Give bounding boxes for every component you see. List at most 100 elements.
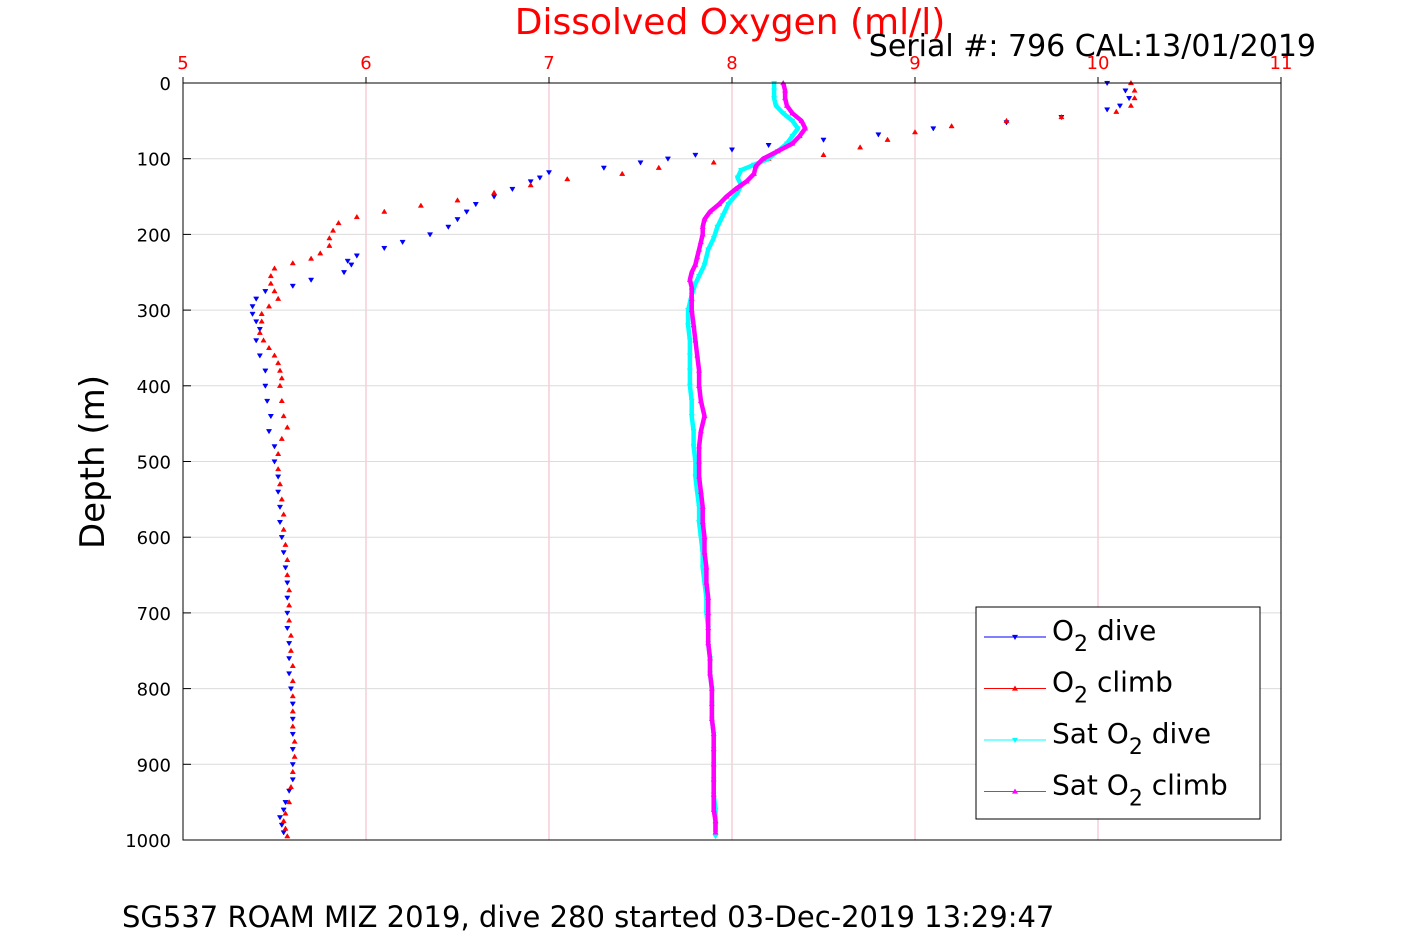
data-point [284, 610, 291, 616]
data-point [275, 474, 282, 480]
data-point [284, 595, 291, 601]
data-point [1116, 103, 1123, 109]
data-point [536, 175, 543, 181]
data-point [686, 338, 693, 344]
data-point [732, 185, 739, 192]
data-point [276, 815, 284, 821]
data-point [282, 825, 289, 831]
data-point [705, 594, 712, 600]
data-point [291, 738, 298, 744]
data-point [734, 175, 741, 181]
data-point [262, 383, 269, 389]
data-point [686, 276, 693, 282]
data-point [707, 208, 714, 214]
data-point [348, 262, 355, 268]
data-point [948, 123, 955, 129]
x-tick-label: 7 [543, 53, 554, 74]
data-point [789, 133, 796, 140]
legend-marker [1012, 737, 1018, 743]
data-point [708, 685, 715, 691]
data-point [289, 723, 296, 729]
data-point [738, 167, 745, 174]
y-tick-label: 800 [137, 680, 171, 701]
data-point [344, 258, 351, 264]
data-point [696, 273, 703, 280]
data-point [289, 762, 296, 768]
data-point [696, 246, 703, 252]
data-point [1104, 107, 1111, 113]
data-point [289, 260, 296, 266]
data-point [697, 238, 704, 245]
data-point [802, 125, 809, 131]
data-point [284, 833, 291, 839]
data-point [271, 352, 278, 358]
data-point [289, 777, 296, 783]
chart-caption: SG537 ROAM MIZ 2019, dive 280 started 03… [122, 900, 1054, 934]
data-point [1113, 108, 1120, 114]
data-point [692, 459, 699, 465]
data-point [820, 151, 827, 157]
data-point [287, 632, 295, 638]
data-point [1122, 88, 1129, 94]
data-point [710, 806, 717, 812]
data-point [275, 359, 282, 366]
data-point [694, 489, 701, 495]
data-point [857, 144, 864, 150]
data-point [703, 579, 710, 585]
data-point [427, 232, 434, 238]
data-point [789, 110, 796, 116]
data-point [275, 295, 282, 301]
legend: O2 dive O2 climb Sat O2 dive Sat O2 climb [975, 606, 1261, 820]
data-point [930, 126, 937, 132]
data-point [796, 132, 803, 139]
data-point [701, 262, 708, 268]
data-point [289, 768, 296, 774]
data-point [564, 176, 571, 182]
axes: 5 6 7 8 9 10 11 0 100 200 300 400 500 600 700 800 900 100… [125, 53, 1292, 852]
data-point [1003, 117, 1010, 123]
data-point [249, 304, 256, 310]
data-point [509, 186, 516, 193]
data-point [619, 170, 626, 176]
data-point [286, 641, 293, 647]
data-point [688, 398, 695, 405]
data-point [697, 488, 704, 494]
data-point [884, 136, 891, 142]
data-point [714, 224, 721, 230]
data-point [699, 231, 706, 237]
data-point [289, 747, 296, 753]
data-point [330, 227, 337, 233]
legend-label: O2 climb [1052, 666, 1173, 709]
data-point [256, 326, 263, 333]
data-point [765, 143, 772, 149]
data-point [637, 160, 644, 166]
y-tick-label: 600 [137, 528, 171, 549]
data-point [697, 428, 704, 434]
data-point [280, 511, 287, 517]
data-point [417, 202, 424, 208]
data-point [280, 526, 287, 532]
data-point [696, 458, 703, 464]
data-point [690, 322, 697, 328]
data-point [527, 179, 534, 185]
data-point [688, 295, 695, 301]
data-point [280, 807, 287, 813]
data-point [278, 397, 285, 404]
data-point [286, 587, 293, 593]
data-point [545, 170, 553, 176]
data-point [686, 353, 693, 359]
data-point [1058, 113, 1065, 120]
data-point [692, 337, 699, 343]
data-point [692, 261, 699, 267]
data-point [697, 397, 704, 404]
data-point [258, 318, 265, 324]
data-point [271, 288, 278, 294]
data-point [712, 817, 719, 824]
data-point [692, 281, 699, 287]
y-axis-label: Depth (m) [73, 375, 113, 549]
data-point [278, 375, 285, 381]
data-point [750, 170, 757, 176]
data-point [708, 700, 715, 706]
data-point [284, 580, 291, 586]
